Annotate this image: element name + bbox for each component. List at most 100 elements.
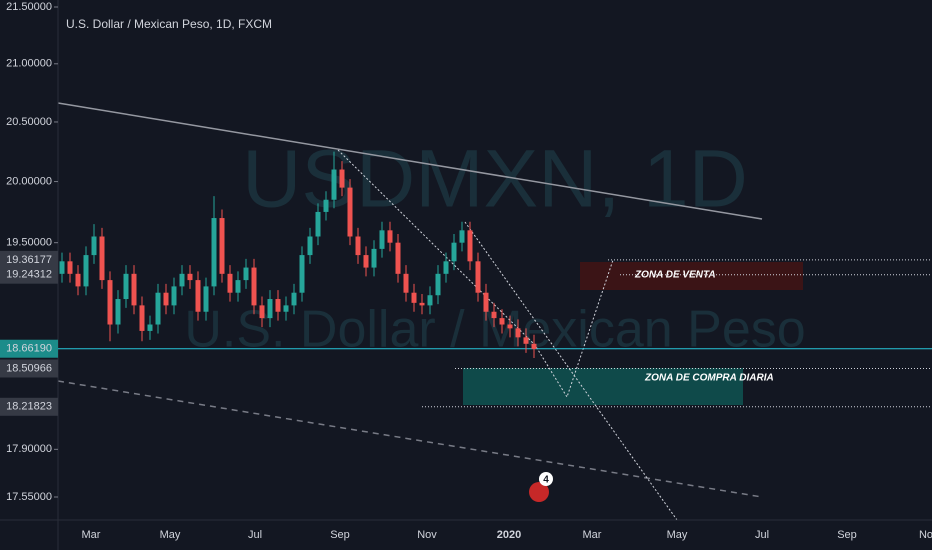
candle-body (427, 295, 433, 306)
candle-body (203, 286, 209, 312)
drawings (57, 102, 803, 521)
trend-line-dashed (57, 380, 763, 498)
candle-body (411, 292, 417, 303)
y-tick-label: 17.55000 (6, 491, 52, 503)
candle-body (179, 273, 185, 287)
x-tick-label: May (667, 529, 688, 541)
x-tick-label: 2020 (497, 529, 521, 541)
y-tick-label: 21.50000 (6, 1, 52, 13)
candle-body (219, 218, 225, 274)
candle-body (251, 267, 257, 306)
sell-zone (580, 262, 803, 290)
candle-body (83, 255, 89, 287)
candle-body (419, 302, 425, 306)
x-tick-label: Sep (837, 529, 857, 541)
candle-body (195, 280, 201, 312)
candle-body (483, 292, 489, 312)
candle-body (147, 324, 153, 331)
chart-title: U.S. Dollar / Mexican Peso, 1D, FXCM (66, 17, 272, 31)
y-tick-label: 17.90000 (6, 443, 52, 455)
candle-body (459, 230, 465, 243)
candle-body (283, 305, 289, 312)
candle-body (347, 187, 353, 237)
candle-body (131, 273, 137, 306)
candle-body (211, 218, 217, 287)
candle-body (331, 169, 337, 200)
candle-body (267, 299, 273, 319)
candle-body (403, 273, 409, 293)
candle-body (451, 242, 457, 262)
candle-body (531, 343, 537, 349)
candle-body (379, 230, 385, 249)
x-tick-label: Mar (583, 529, 602, 541)
candle-body (107, 280, 113, 325)
candle-body (371, 248, 377, 268)
candle-body (163, 292, 169, 306)
candle-body (307, 236, 313, 256)
candle-body (59, 261, 65, 274)
x-tick-label: May (160, 529, 181, 541)
candle-body (467, 230, 473, 262)
candle-body (491, 311, 497, 319)
x-tick-label: No (919, 529, 932, 541)
candle-body (75, 273, 81, 287)
y-tick-label: 20.00000 (6, 175, 52, 187)
candle-body (115, 299, 121, 325)
candle-body (499, 318, 505, 325)
level-label: 19.24312 (6, 269, 52, 281)
candle-body (395, 242, 401, 274)
level-label-bg (0, 265, 58, 284)
candle-body (123, 273, 129, 300)
level-label-bg (0, 250, 58, 269)
candle-body (139, 305, 145, 331)
candle-body (243, 267, 249, 281)
candle-body (155, 292, 161, 325)
x-tick-label: Jul (248, 529, 262, 541)
candle-body (259, 305, 265, 319)
candle-body (507, 324, 513, 329)
candle-body (171, 286, 177, 306)
level-label: 18.50966 (6, 362, 52, 374)
candle-body (315, 211, 321, 237)
zone-label: ZONA DE COMPRA DIARIA (644, 373, 774, 384)
candle-body (291, 292, 297, 306)
y-tick-label: 19.50000 (6, 237, 52, 249)
candle-body (187, 273, 193, 281)
candle-body (435, 273, 441, 296)
y-tick-label: 21.00000 (6, 58, 52, 70)
candle-body (363, 255, 369, 268)
candle-body (523, 337, 529, 344)
level-label: 19.36177 (6, 254, 52, 266)
level-label-bg (0, 359, 58, 378)
x-tick-label: Sep (330, 529, 350, 541)
level-label: 18.66190 (6, 343, 52, 355)
candle-body (299, 255, 305, 293)
event-badge (539, 472, 553, 486)
buy-zone (463, 368, 743, 405)
event-icon[interactable] (529, 482, 549, 502)
x-tick-label: Nov (417, 529, 437, 541)
candle-body (275, 299, 281, 312)
level-label-bg (0, 339, 58, 358)
candle-body (355, 236, 361, 256)
event-count: 4 (543, 475, 549, 486)
candle-body (235, 280, 241, 293)
candle-body (443, 261, 449, 274)
candle-body (475, 261, 481, 293)
y-tick-label: 20.50000 (6, 116, 52, 128)
candle-body (67, 261, 73, 274)
candle-body (515, 328, 521, 338)
candle-body (387, 230, 393, 243)
x-tick-label: Mar (82, 529, 101, 541)
x-tick-label: Jul (755, 529, 769, 541)
trend-line (57, 102, 763, 220)
candle-body (99, 236, 105, 281)
candle-body (339, 169, 345, 188)
candle-body (323, 199, 329, 212)
candle-body (227, 273, 233, 293)
level-label-bg (0, 397, 58, 416)
projection-line (464, 221, 678, 521)
candle-body (91, 236, 97, 256)
level-label: 18.21823 (6, 401, 52, 413)
